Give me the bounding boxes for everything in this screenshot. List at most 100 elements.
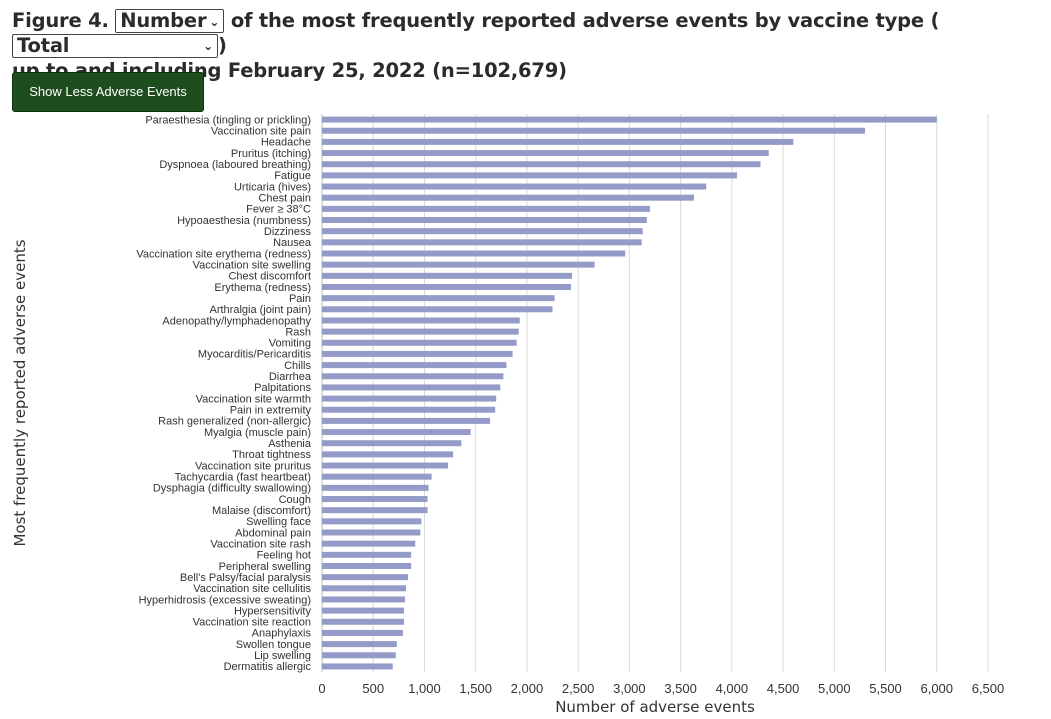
category-label: Hyperhidrosis (excessive sweating): [139, 594, 311, 606]
category-label: Lip swelling: [254, 650, 311, 662]
category-label: Myocarditis/Pericarditis: [198, 349, 312, 361]
title-middle: of the most frequently reported adverse …: [230, 9, 940, 32]
bar: [322, 417, 491, 424]
category-label: Feeling hot: [257, 550, 311, 562]
category-label: Fatigue: [274, 170, 311, 182]
category-label: Arthralgia (joint pain): [210, 304, 312, 316]
category-label: Nausea: [273, 237, 312, 249]
bar: [322, 138, 794, 145]
bar: [322, 205, 650, 212]
category-label: Malaise (discomfort): [212, 505, 311, 517]
category-label: Adenopathy/lymphadenopathy: [162, 315, 311, 327]
category-label: Vaccination site pain: [211, 126, 311, 138]
category-label: Fever ≥ 38°C: [246, 204, 311, 216]
bar: [322, 507, 428, 514]
bar: [322, 641, 397, 648]
category-label: Hypoaesthesia (numbness): [177, 215, 311, 227]
bar: [322, 395, 497, 402]
x-tick-labels: 0 500 1,000 1,500 2,000 2,500 3,000 3,500 4,000 4…: [318, 681, 1004, 696]
x-tick-label: 1,500: [459, 681, 492, 696]
category-label: Cough: [279, 494, 311, 506]
x-tick-label: 4,000: [716, 681, 749, 696]
bar: [322, 228, 643, 235]
category-label: Dizziness: [264, 226, 312, 238]
bar: [322, 116, 937, 123]
category-label: Asthenia: [268, 438, 312, 450]
x-tick-label: 0: [318, 681, 325, 696]
bar: [322, 127, 866, 134]
category-label: Erythema (redness): [214, 282, 311, 294]
bar: [322, 283, 571, 290]
category-label: Vaccination site warmth: [196, 393, 311, 405]
title-suffix: ): [218, 34, 227, 57]
show-less-events-button[interactable]: Show Less Adverse Events: [12, 72, 204, 112]
bar: [322, 629, 403, 636]
title-prefix: Figure 4.: [12, 9, 109, 32]
category-label: Swollen tongue: [236, 639, 311, 651]
category-label: Dyspnoea (laboured breathing): [159, 159, 311, 171]
bar: [322, 150, 769, 157]
bar: [322, 429, 471, 436]
bar: [322, 663, 393, 670]
category-label: Vaccination site pruritus: [195, 460, 311, 472]
bar: [322, 585, 407, 592]
x-tick-label: 5,500: [869, 681, 902, 696]
bar: [322, 496, 428, 503]
bar: [322, 339, 517, 346]
bar: [322, 350, 513, 357]
category-label: Anaphylaxis: [252, 628, 312, 640]
bars: [322, 116, 937, 670]
chevron-down-icon: ⌄: [203, 39, 213, 53]
category-label: Hypersensitivity: [234, 605, 312, 617]
category-label: Pain in extremity: [230, 405, 312, 417]
category-labels: Paraesthesia (tingling or prickling)Vacc…: [136, 114, 312, 673]
category-label: Vaccination site erythema (redness): [136, 248, 311, 260]
category-label: Swelling face: [246, 516, 311, 528]
bar: [322, 328, 519, 335]
category-label: Dysphagia (difficulty swallowing): [153, 483, 311, 495]
category-label: Abdominal pain: [235, 527, 311, 539]
category-label: Throat tightness: [232, 449, 311, 461]
bar: [322, 551, 412, 558]
y-axis-label: Most frequently reported adverse events: [11, 239, 29, 546]
vaccine-type-select[interactable]: Total ⌄: [12, 34, 218, 58]
bar: [322, 574, 409, 581]
bar: [322, 217, 647, 224]
category-label: Chest pain: [258, 193, 311, 205]
category-label: Vaccination site cellulitis: [193, 583, 311, 595]
bar: [322, 618, 404, 625]
bar: [322, 183, 707, 190]
category-label: Palpitations: [254, 382, 311, 394]
bar: [322, 607, 404, 614]
x-tick-label: 2,500: [562, 681, 595, 696]
bar: [322, 596, 405, 603]
x-tick-label: 2,000: [511, 681, 544, 696]
category-label: Chills: [284, 360, 311, 372]
category-label: Peripheral swelling: [219, 561, 311, 573]
bar: [322, 384, 501, 391]
x-tick-label: 4,500: [767, 681, 800, 696]
bar: [322, 306, 553, 313]
bar: [322, 462, 449, 469]
bar: [322, 373, 504, 380]
bar: [322, 272, 573, 279]
bar: [322, 161, 761, 168]
category-label: Chest discomfort: [228, 271, 311, 283]
bar: [322, 484, 429, 491]
category-label: Paraesthesia (tingling or prickling): [145, 114, 311, 126]
bar: [322, 562, 412, 569]
vaccine-type-select-value: Total: [17, 34, 70, 57]
category-label: Rash generalized (non-allergic): [158, 416, 311, 428]
category-label: Pain: [289, 293, 311, 305]
metric-select-value: Number: [120, 9, 207, 32]
chevron-down-icon: ⌄: [209, 14, 220, 29]
category-label: Vaccination site reaction: [193, 617, 311, 629]
category-label: Tachycardia (fast heartbeat): [175, 472, 311, 484]
category-label: Vomiting: [269, 338, 311, 350]
x-tick-label: 5,000: [818, 681, 851, 696]
x-tick-label: 500: [362, 681, 384, 696]
bar: [322, 406, 496, 413]
category-label: Myalgia (muscle pain): [204, 427, 311, 439]
category-label: Vaccination site rash: [210, 538, 311, 550]
category-label: Urticaria (hives): [234, 181, 311, 193]
